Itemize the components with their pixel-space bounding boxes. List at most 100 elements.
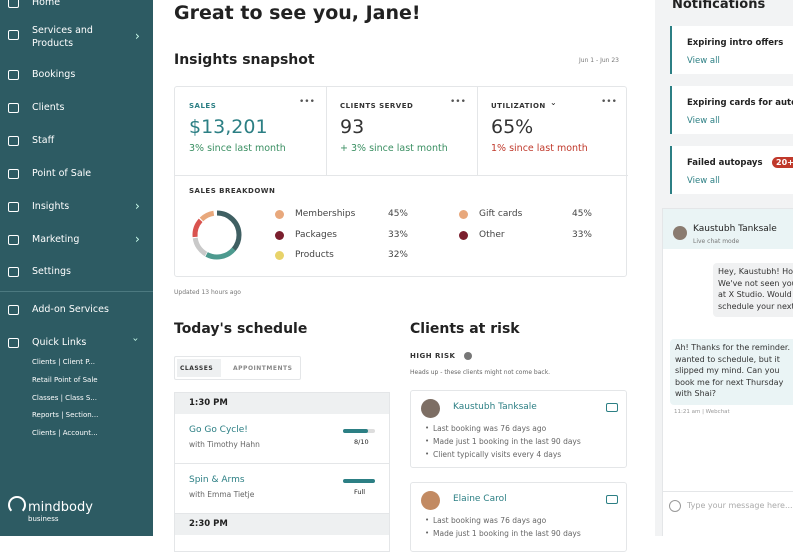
- nav-item[interactable]: Add-on Services: [32, 304, 109, 315]
- divider: [663, 491, 793, 492]
- nav-item[interactable]: Insights: [32, 201, 70, 212]
- menu-dots: •••: [450, 97, 466, 107]
- emoji-icon: [669, 500, 681, 512]
- nav-icon[interactable]: [8, 103, 19, 113]
- divider: [477, 87, 478, 175]
- nav-icon[interactable]: [8, 338, 19, 348]
- chat-icon[interactable]: [606, 403, 618, 412]
- info-icon: [464, 352, 472, 360]
- nav-item[interactable]: Bookings: [32, 69, 76, 80]
- chat-bubble: Hey, Kaustubh! Hop We've not seen you at X…: [713, 263, 793, 317]
- bullet: •: [425, 424, 430, 432]
- tab[interactable]: CLASSES: [180, 365, 214, 372]
- chat-input[interactable]: Type your message here...: [687, 501, 793, 510]
- nav-icon[interactable]: [8, 136, 19, 146]
- nav-icon[interactable]: [8, 30, 19, 40]
- nav-item[interactable]: Marketing: [32, 234, 80, 245]
- notification-card: Expiring cards for auto View all: [670, 86, 793, 134]
- divider: [175, 175, 628, 176]
- main: Great to see you, Jane! Insights snapsho…: [153, 0, 655, 552]
- schedule-list: 1:30 PM Go Go Cycle! with Timothy Hahn 8/10…: [174, 392, 390, 552]
- sidebar: mindbody business Home Services and Produ…: [0, 0, 153, 536]
- metric-label: CLIENTS SERVED: [340, 102, 414, 110]
- chat-meta: 11:21 am | Webchat: [674, 408, 730, 415]
- nav-icon[interactable]: [8, 169, 19, 179]
- notification-card: Expiring intro offers View all: [670, 26, 793, 74]
- tab-active: [177, 359, 221, 377]
- legend-name: Packages: [295, 229, 337, 240]
- legend-name: Products: [295, 250, 334, 260]
- quick-link[interactable]: Clients | Client P...: [32, 358, 96, 366]
- chevron: ›: [135, 199, 140, 213]
- nav-item[interactable]: Point of Sale: [32, 168, 92, 179]
- bullet: •: [425, 437, 430, 445]
- metric-label: SALES: [189, 102, 217, 110]
- client-name[interactable]: Kaustubh Tanksale: [453, 402, 537, 412]
- nav-icon[interactable]: [8, 305, 19, 315]
- divider: [175, 463, 389, 464]
- nav-item[interactable]: Home: [32, 0, 61, 8]
- chat-icon[interactable]: [606, 495, 618, 504]
- capacity-bar: [343, 479, 375, 483]
- metric-value: 65%: [491, 116, 534, 138]
- time-header: [175, 393, 389, 414]
- updated: Updated 13 hours ago: [174, 289, 241, 296]
- legend-value: 33%: [387, 229, 408, 240]
- avatar: [421, 399, 440, 418]
- nav-icon[interactable]: [8, 235, 19, 245]
- notification-link[interactable]: View all: [687, 116, 720, 126]
- quick-link[interactable]: Clients | Account...: [32, 429, 98, 438]
- divider: [175, 513, 389, 514]
- class-name[interactable]: Go Go Cycle!: [189, 425, 248, 435]
- nav-icon[interactable]: [8, 202, 19, 212]
- legend-name: Gift cards: [479, 209, 523, 219]
- date-range: Jun 1 - Jun 23: [579, 57, 619, 64]
- donut: [192, 210, 242, 260]
- nav-icon[interactable]: [8, 267, 19, 277]
- legend-dot: [459, 230, 468, 240]
- notification-title: Expiring cards for auto: [687, 98, 793, 108]
- risk-level: HIGH RISK: [410, 352, 456, 360]
- tab[interactable]: APPOINTMENTS: [233, 365, 293, 372]
- chat-text: schedule your next: [718, 301, 793, 311]
- notification-title: Failed autopays: [687, 158, 763, 168]
- section-title: Today's schedule: [174, 321, 308, 337]
- nav-item[interactable]: Clients: [32, 102, 65, 113]
- quick-link[interactable]: Classes | Class S...: [32, 393, 97, 402]
- client-card: Elaine Carol • Last booking was 76 days ag…: [410, 482, 627, 552]
- nav-icon[interactable]: [8, 0, 19, 8]
- chat-mode: Live chat mode: [693, 238, 740, 245]
- metric-label: UTILIZATION: [491, 102, 546, 110]
- logo-icon: [8, 496, 26, 514]
- menu-dots: •••: [601, 97, 617, 107]
- chat-text: Hey, Kaustubh! Hop: [718, 267, 793, 276]
- chat-text: slipped my mind. Can you: [675, 366, 780, 375]
- client-fact: Last booking was 76 days ago: [433, 424, 547, 433]
- metric-change: 3% since last month: [189, 143, 286, 154]
- divider: [0, 291, 153, 292]
- section-title: Clients at risk: [410, 321, 520, 337]
- legend-dot: [275, 251, 284, 260]
- legend-dot: [275, 210, 284, 219]
- bullet: •: [425, 529, 430, 537]
- legend-dot: [459, 210, 468, 219]
- nav-item[interactable]: Services and Products: [32, 25, 93, 49]
- capacity: 8/10: [354, 438, 369, 446]
- quick-link[interactable]: Reports | Section...: [32, 411, 99, 420]
- nav-item[interactable]: Quick Links: [32, 337, 87, 348]
- nav-item[interactable]: Staff: [32, 135, 55, 146]
- instructor: with Timothy Hahn: [189, 440, 260, 449]
- logo-sub: business: [28, 515, 59, 523]
- client-name[interactable]: Elaine Carol: [453, 494, 507, 504]
- nav-item[interactable]: Settings: [32, 266, 71, 277]
- chevron: ›: [135, 29, 140, 43]
- menu-dots: •••: [299, 97, 315, 107]
- class-name[interactable]: Spin & Arms: [189, 475, 245, 485]
- notifications: Notifications Kaustubh Tanksale Live cha…: [655, 0, 793, 536]
- notification-link[interactable]: View all: [687, 176, 720, 186]
- nav-icon[interactable]: [8, 70, 19, 80]
- notification-link[interactable]: View all: [687, 56, 720, 66]
- client-fact: Made just 1 booking in the last 90 days: [433, 437, 581, 446]
- quick-link[interactable]: Retail Point of Sale: [32, 375, 98, 384]
